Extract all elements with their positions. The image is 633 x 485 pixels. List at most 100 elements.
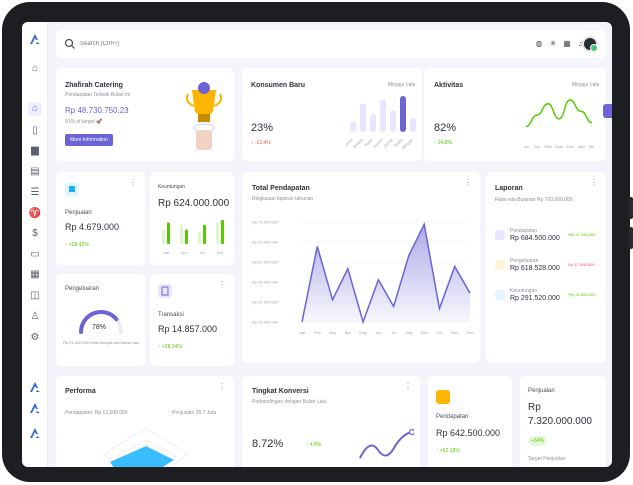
logo-icon[interactable] [29, 33, 41, 45]
aktivitas-period: Minggu Lalu [572, 82, 600, 88]
keuntungan-bar [203, 224, 206, 244]
app-logo-icon[interactable] [29, 402, 41, 414]
chart-icon [65, 182, 79, 196]
tag-icon[interactable]: ▭ [30, 249, 40, 260]
more-information-button[interactable]: More Information [65, 134, 113, 146]
pengeluaran-card: Pengeluaran 78% Rp 21.000.000 lebih bany… [56, 274, 145, 366]
grid-icon[interactable]: ▦ [563, 39, 571, 48]
penjualan-target-label: Penjualan [528, 388, 555, 394]
welcome-amount: Rp 48.730.750,23 [65, 106, 129, 115]
box-icon[interactable]: ◫ [30, 290, 40, 301]
document-icon[interactable]: ▤ [30, 166, 40, 177]
document-icon [158, 284, 172, 298]
keuntungan-bar [216, 222, 219, 244]
wallet-icon [436, 390, 450, 404]
side-button [629, 227, 633, 249]
more-options-icon[interactable]: ⋮ [218, 280, 226, 289]
search-input[interactable] [80, 36, 260, 52]
konsumen-bar [410, 117, 416, 132]
laporan-item-change: +Rp 21.650.000 [567, 292, 596, 297]
konsumen-bar [350, 121, 356, 132]
konversi-value: 8.72% [252, 438, 284, 450]
konversi-title: Tingkat Konversi [252, 388, 309, 395]
konsumen-change: ↓ -12.4% [251, 140, 271, 146]
dollar-icon[interactable]: $ [32, 228, 38, 239]
total-x-tick-label: Aug [405, 330, 412, 335]
file-icon[interactable]: ▯ [32, 125, 38, 136]
transaksi-change-text: +28.14% [161, 344, 182, 350]
performa-card: Performa ⋮ Pendapatan: Rp 13.500.000 Pen… [56, 376, 234, 467]
konsumen-period: Minggu Lalu [388, 82, 416, 88]
total-x-tick-label: Dec [466, 330, 473, 335]
penjualan-target-badge: +34% [528, 436, 547, 446]
home-icon[interactable]: ⌂ [31, 63, 39, 74]
penjualan-change: ↑ +28.42% [65, 242, 89, 248]
avatar[interactable] [582, 36, 598, 52]
card-icon [495, 290, 505, 300]
dashboard-icon[interactable]: ⌂ [28, 102, 42, 116]
total-area-chart: Rp 75.000.000 Rp 69.000.000 Rp 57.000.000 R… [252, 220, 474, 336]
welcome-target: 91% of target 🚀 [65, 119, 103, 125]
konversi-line-chart [359, 428, 414, 459]
pendapatan-label: Pendapatan [436, 414, 469, 420]
pengeluaran-note: Rp 21.000.000 lebih banyak dari bulan la… [63, 340, 139, 345]
konsumen-tick-label: Selasa [352, 137, 365, 150]
konsumen-tick-label: Kamis [372, 137, 383, 148]
more-options-icon[interactable]: ⋮ [464, 178, 472, 187]
performa-radar-chart [103, 427, 189, 467]
keuntungan-bar [221, 220, 224, 244]
keuntungan-tick-label: Oct [217, 250, 224, 255]
laporan-item-label: Pendapatan [510, 228, 537, 234]
keuntungan-bar-chart: Jan Apr Jul Oct [162, 220, 224, 255]
konsumen-tick-label: Jumat [382, 137, 394, 149]
more-options-icon[interactable]: ⋮ [218, 382, 226, 391]
penjualan-label: Penjualan [65, 210, 92, 216]
transaksi-value: Rp 14.857.000 [158, 324, 218, 334]
penjualan-card: ⋮ Penjualan Rp 4.679.000 ↑ +28.42% [56, 172, 145, 265]
konsumen-change-text: -12.4% [254, 140, 271, 146]
more-options-icon[interactable]: ⋮ [590, 178, 598, 187]
user-icon[interactable]: ♙ [30, 311, 40, 322]
app-logo-icon[interactable] [29, 381, 41, 393]
database-icon[interactable]: ☰ [30, 187, 40, 198]
aktivitas-tick-label: Rab [544, 144, 552, 149]
performa-right: Penjualan 25.7 Juta [172, 410, 217, 416]
keuntungan-card: Keuntungan Rp 624.000.000 Jan Apr Jul Oct [150, 172, 234, 265]
app-logo-icon[interactable] [29, 427, 41, 439]
more-options-icon[interactable]: ⋮ [129, 178, 137, 187]
keuntungan-bar [167, 222, 170, 244]
laporan-item-change: -Rp 17.650.000 [567, 262, 595, 267]
language-icon[interactable]: ◍ [535, 39, 543, 48]
total-line [301, 221, 471, 325]
customizer-toggle[interactable] [603, 104, 612, 118]
pendapatan-value: Rp 642.500.000 [436, 428, 501, 438]
penjualan-target-currency: Rp [528, 402, 541, 413]
keuntungan-bar [185, 229, 188, 244]
aktivitas-tick-label: Min [589, 144, 594, 149]
more-options-icon[interactable]: ⋮ [404, 382, 412, 391]
theme-icon[interactable]: ✳ [549, 39, 557, 48]
bell-icon[interactable]: ♫ [578, 39, 584, 48]
welcome-card: Zhafirah Catering Pendapatan Terbaik Bul… [56, 68, 234, 161]
total-y-tick-label: Rp 30.000.000 [252, 320, 279, 325]
calendar-icon[interactable]: ▦ [30, 269, 40, 280]
aktivitas-title: Aktivitas [434, 82, 464, 89]
aktivitas-tick-label: Sab [577, 144, 585, 149]
trophy-icon[interactable]: ♈ [28, 208, 42, 219]
konversi-change: ↑ 4.8% [306, 442, 322, 448]
welcome-title: Zhafirah Catering [65, 82, 123, 89]
paypal-icon [495, 230, 505, 240]
total-y-tick-label: Rp 37.000.000 [252, 300, 279, 305]
konversi-subtitle: Perbandingan dengan Bulan Lalu [252, 399, 327, 405]
pengeluaran-label: Pengeluaran [65, 286, 100, 292]
folder-icon[interactable]: ▆ [31, 145, 39, 156]
keuntungan-tick-label: Jul [199, 250, 204, 255]
aktivitas-tick-label: Jum [566, 144, 574, 149]
keuntungan-bar [162, 229, 165, 244]
settings-icon[interactable]: ⚙ [30, 332, 40, 343]
total-pendapatan-card: Total Pendapatan Ringkasan laporan tahun… [242, 172, 480, 363]
performa-left: Pendapatan: Rp 13.500.000 [65, 410, 128, 416]
aktivitas-change: ↑ 24.8% [434, 140, 453, 146]
pengeluaran-value: 78% [92, 324, 107, 331]
